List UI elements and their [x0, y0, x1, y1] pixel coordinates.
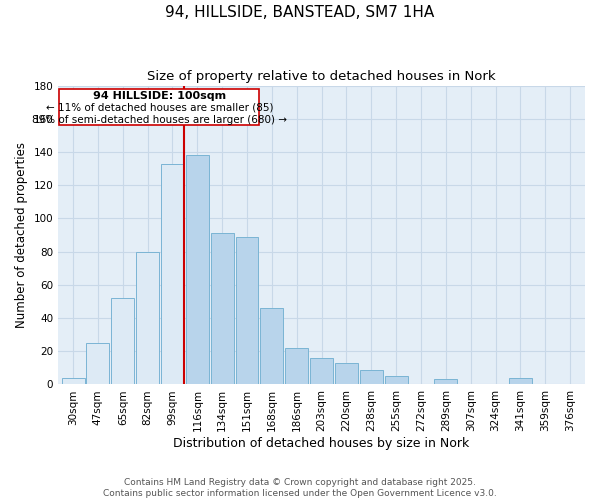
Bar	[335, 363, 358, 384]
Bar	[136, 252, 159, 384]
Bar	[286, 348, 308, 385]
FancyBboxPatch shape	[59, 89, 259, 126]
Text: Contains HM Land Registry data © Crown copyright and database right 2025.
Contai: Contains HM Land Registry data © Crown c…	[103, 478, 497, 498]
X-axis label: Distribution of detached houses by size in Nork: Distribution of detached houses by size …	[173, 437, 470, 450]
Y-axis label: Number of detached properties: Number of detached properties	[15, 142, 28, 328]
Bar	[236, 236, 259, 384]
Bar	[360, 370, 383, 384]
Bar	[509, 378, 532, 384]
Bar	[211, 234, 233, 384]
Text: ← 11% of detached houses are smaller (85): ← 11% of detached houses are smaller (85…	[46, 103, 273, 113]
Bar	[112, 298, 134, 384]
Bar	[186, 156, 209, 384]
Bar	[86, 343, 109, 384]
Text: 89% of semi-detached houses are larger (680) →: 89% of semi-detached houses are larger (…	[32, 114, 287, 124]
Bar	[260, 308, 283, 384]
Title: Size of property relative to detached houses in Nork: Size of property relative to detached ho…	[147, 70, 496, 83]
Bar	[161, 164, 184, 384]
Text: 94, HILLSIDE, BANSTEAD, SM7 1HA: 94, HILLSIDE, BANSTEAD, SM7 1HA	[166, 5, 434, 20]
Bar	[62, 378, 85, 384]
Text: 94 HILLSIDE: 100sqm: 94 HILLSIDE: 100sqm	[93, 92, 226, 102]
Bar	[385, 376, 407, 384]
Bar	[434, 380, 457, 384]
Bar	[310, 358, 333, 384]
